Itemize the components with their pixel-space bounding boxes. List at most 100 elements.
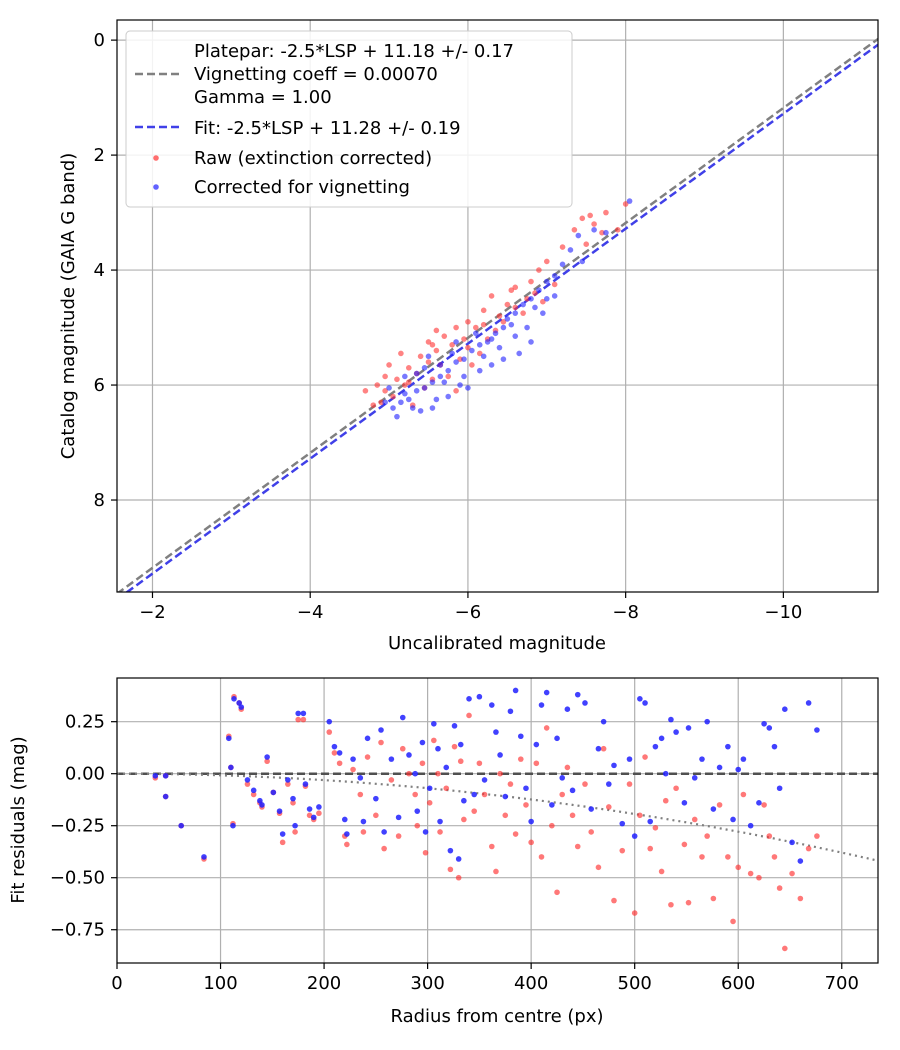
residuals-raw-point xyxy=(631,910,638,916)
residuals-corrected-point xyxy=(443,764,450,771)
calibration-y-tick-label: 8 xyxy=(94,490,105,511)
calibration-corrected-point xyxy=(386,385,392,391)
residuals-x-tick-label: 400 xyxy=(514,973,548,994)
calibration-corrected-point xyxy=(453,359,459,365)
residuals-points xyxy=(152,687,820,952)
residuals-raw-point xyxy=(336,760,343,767)
residuals-raw-point xyxy=(344,841,350,848)
residuals-raw-point xyxy=(668,901,674,908)
residuals-raw-point xyxy=(300,716,307,723)
residuals-raw-point xyxy=(378,739,384,746)
residuals-corrected-point xyxy=(292,822,298,829)
residuals-raw-point xyxy=(457,758,464,765)
residuals-raw-point xyxy=(611,897,617,904)
calibration-corrected-point xyxy=(437,362,444,368)
residuals-corrected-point xyxy=(710,806,717,812)
residuals-raw-point xyxy=(244,781,251,787)
calibration-corrected-point xyxy=(437,373,444,380)
residuals-corrected-point xyxy=(290,795,296,802)
residuals-corrected-point xyxy=(512,687,519,694)
residuals-raw-point xyxy=(814,833,820,839)
calibration-corrected-point xyxy=(512,333,519,339)
calibration-y-tick-label: 2 xyxy=(94,145,105,166)
calibration-corrected-point xyxy=(591,227,597,233)
calibration-corrected-point xyxy=(457,382,463,388)
calibration-raw-point xyxy=(405,379,412,385)
calibration-corrected-point xyxy=(492,330,499,337)
calibration-raw-point xyxy=(622,201,629,207)
residuals-corrected-point xyxy=(426,785,433,792)
residuals-x-tick-label: 0 xyxy=(111,973,122,994)
legend-raw-label: Raw (extinction corrected) xyxy=(194,148,432,169)
calibration-raw-point xyxy=(398,350,404,357)
residuals-raw-point xyxy=(523,802,529,808)
calibration-corrected-point xyxy=(575,232,582,239)
residuals-corrected-point xyxy=(569,787,576,794)
calibration-raw-point xyxy=(587,212,593,219)
residuals-corrected-point xyxy=(395,814,402,821)
residuals-raw-point xyxy=(691,816,698,823)
residuals-raw-point xyxy=(637,812,643,819)
residuals-corrected-point xyxy=(244,777,251,783)
residuals-raw-point xyxy=(285,781,291,787)
residuals-raw-point xyxy=(306,812,313,819)
residuals-raw-point xyxy=(292,829,298,835)
residuals-raw-point xyxy=(461,816,467,823)
residuals-corrected-point xyxy=(178,822,184,829)
residuals-corrected-point xyxy=(574,691,581,698)
residuals-raw-point xyxy=(735,864,742,871)
residuals-corrected-point xyxy=(373,795,379,802)
residuals-raw-point xyxy=(422,849,429,856)
residuals-raw-point xyxy=(395,833,402,839)
calibration-raw-point xyxy=(394,376,400,383)
residuals-corrected-point xyxy=(489,702,495,708)
residuals-corrected-point xyxy=(789,839,795,846)
residuals-x-tick-label: 600 xyxy=(721,973,755,994)
residuals-corrected-point xyxy=(250,787,257,794)
residuals-corrected-point xyxy=(637,696,643,702)
calibration-raw-point xyxy=(512,304,519,311)
residuals-ylabel: Fit residuals (mag) xyxy=(8,736,29,903)
residuals-corrected-point xyxy=(231,696,237,702)
calibration-corrected-point xyxy=(417,408,424,414)
residuals-corrected-point xyxy=(588,806,595,812)
calibration-corrected-point xyxy=(445,367,452,374)
residuals-corrected-point xyxy=(507,708,514,715)
residuals-corrected-point xyxy=(360,818,367,825)
residuals-raw-point xyxy=(512,831,519,837)
residuals-raw-point xyxy=(406,770,412,777)
residuals-corrected-point xyxy=(270,789,277,796)
calibration-x-tick-label: −8 xyxy=(612,602,639,623)
residuals-raw-point xyxy=(662,797,669,804)
calibration-corrected-point xyxy=(445,393,452,400)
residuals-raw-point xyxy=(789,870,795,877)
calibration-raw-point xyxy=(370,402,377,408)
residuals-raw-point xyxy=(776,885,783,891)
calibration-raw-point xyxy=(512,284,519,291)
calibration-corrected-point xyxy=(480,353,487,360)
residuals-corrected-point xyxy=(412,770,418,777)
calibration-points xyxy=(362,198,633,420)
residuals-corrected-point xyxy=(528,818,534,825)
calibration-y-tick-label: 0 xyxy=(94,30,105,51)
residuals-corrected-point xyxy=(259,802,265,808)
calibration-corrected-point xyxy=(476,367,483,374)
residuals-raw-point xyxy=(331,750,338,756)
calibration-raw-point xyxy=(382,387,388,394)
calibration-corrected-point xyxy=(402,390,408,397)
calibration-ticks: −2 −4 −6 −8 −10 0 2 4 6 8 xyxy=(94,30,803,623)
residuals-raw-point xyxy=(595,864,602,871)
calibration-raw-point xyxy=(425,359,432,365)
calibration-ylabel: Catalog magnitude (GAIA G band) xyxy=(58,153,79,460)
residuals-corrected-point xyxy=(226,735,232,742)
calibration-raw-point xyxy=(378,399,384,406)
residuals-corrected-point xyxy=(730,816,736,823)
residuals-raw-point xyxy=(574,843,581,850)
calibration-corrected-point xyxy=(504,316,511,322)
calibration-raw-point xyxy=(504,301,511,308)
residuals-corrected-point xyxy=(326,718,333,725)
calibration-corrected-point xyxy=(409,405,416,411)
calibration-raw-point xyxy=(520,310,526,316)
residuals-corrected-point xyxy=(761,720,767,727)
calibration-raw-point xyxy=(425,339,432,345)
